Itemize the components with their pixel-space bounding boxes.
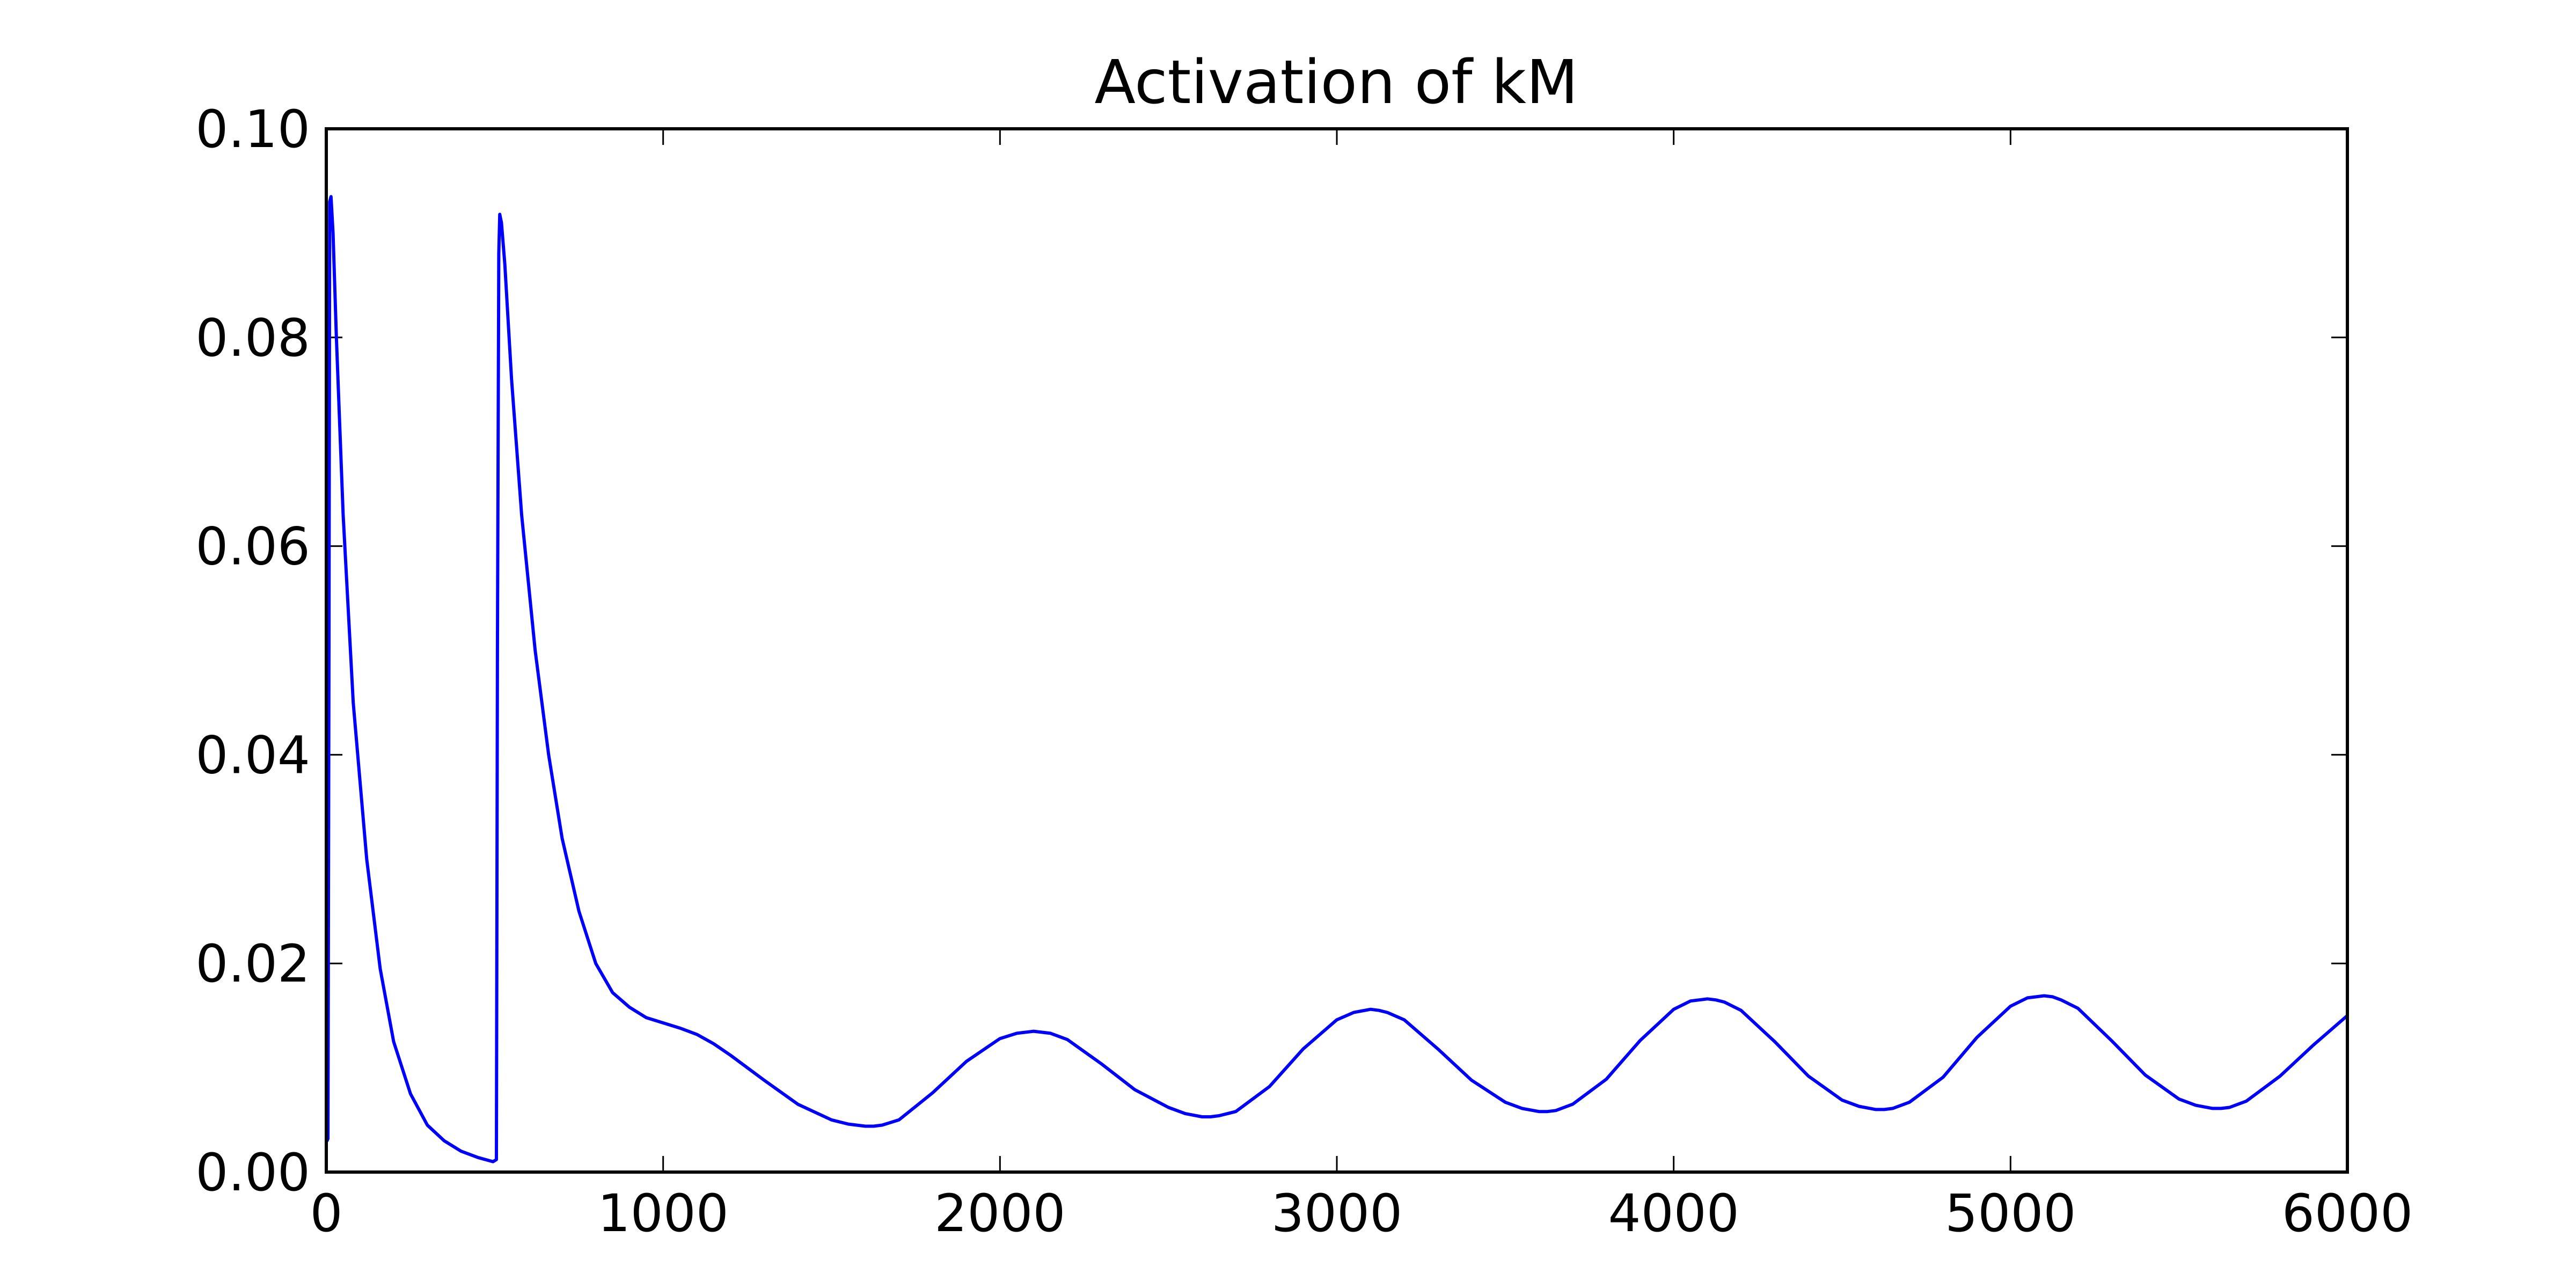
- y-tick-label-3: 0.06: [195, 517, 310, 577]
- x-tick-label-6: 6000: [2282, 1183, 2413, 1243]
- y-tick-label-5: 0.10: [195, 99, 310, 159]
- x-tick-label-2: 2000: [934, 1183, 1065, 1243]
- chart-title: Activation of kM: [1094, 48, 1578, 118]
- x-tick-label-0: 0: [310, 1183, 342, 1243]
- y-tick-label-4: 0.08: [195, 308, 310, 368]
- x-tick-label-5: 5000: [1945, 1183, 2076, 1243]
- series-line: [325, 195, 2349, 1163]
- y-tick-label-0: 0.00: [195, 1143, 310, 1203]
- x-tick-label-4: 4000: [1608, 1183, 1739, 1243]
- y-tick-label-2: 0.04: [195, 725, 310, 785]
- axis-tick-labels: 0 1000 2000 3000 4000 5000 6000 0.00 0.02 0.04 0.0…: [195, 99, 2413, 1243]
- x-tick-label-3: 3000: [1271, 1183, 1402, 1243]
- y-tick-label-1: 0.02: [195, 934, 310, 994]
- axis-ticks: [325, 128, 2348, 1173]
- x-tick-label-1: 1000: [598, 1183, 729, 1243]
- plot-frame: [325, 127, 2349, 1174]
